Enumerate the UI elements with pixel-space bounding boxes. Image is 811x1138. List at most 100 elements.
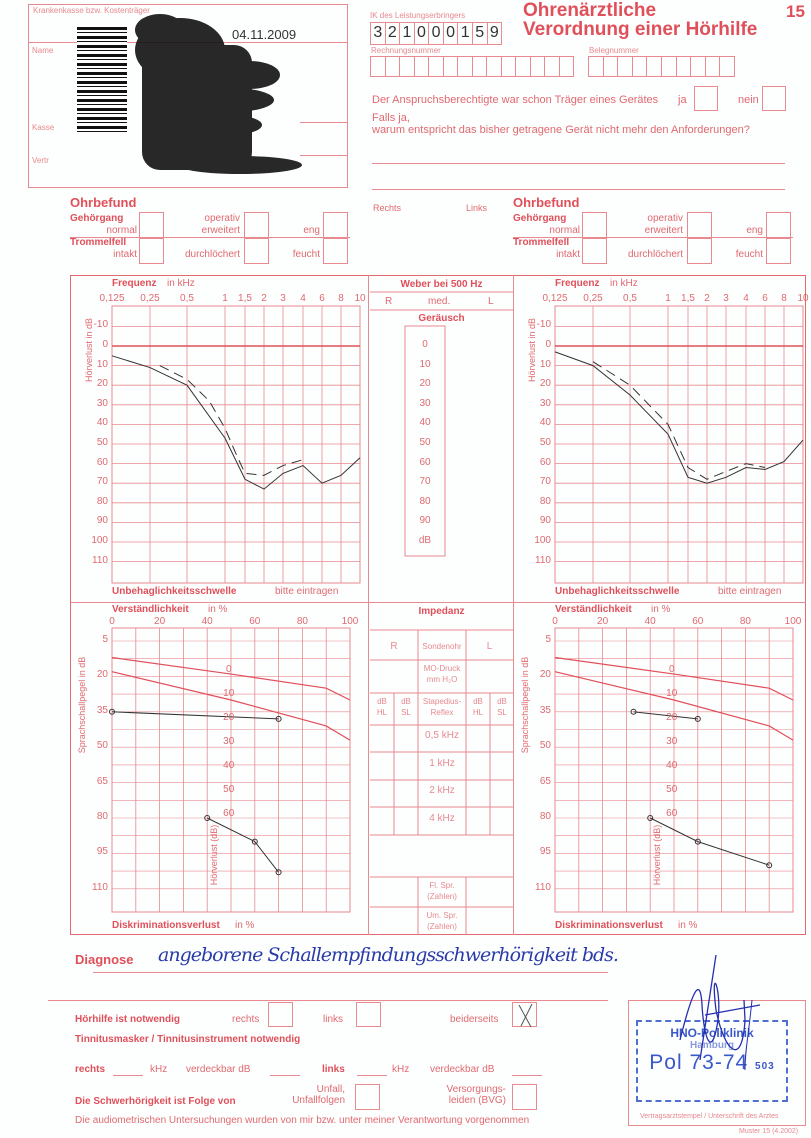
digit-cell[interactable] — [473, 57, 487, 76]
left-audiogram-freq-tick: 4 — [743, 293, 749, 304]
digit-cell[interactable] — [487, 57, 502, 76]
right-speech-y-tick: 110 — [92, 881, 108, 893]
digit-cell[interactable] — [371, 57, 386, 76]
digit-cell[interactable]: 1 — [458, 23, 473, 44]
right-intakt-label: intakt — [113, 249, 137, 260]
right-audiogram-air-conduction-line — [111, 355, 361, 490]
digit-cell[interactable] — [589, 57, 604, 76]
t-rechts-label: rechts — [75, 1064, 106, 1075]
digit-cell[interactable]: 0 — [415, 23, 430, 44]
digit-cell[interactable] — [386, 57, 400, 76]
right-ohrbefund-checkbox[interactable] — [139, 212, 164, 238]
muster-label: Muster 15 (4.2002) — [739, 1128, 799, 1135]
left-ohrbefund-checkbox[interactable] — [687, 212, 712, 238]
right-speech-numbers-point — [275, 715, 282, 722]
digit-cell[interactable]: 1 — [400, 23, 415, 44]
right-speech-x-tick: 60 — [249, 616, 261, 627]
digit-cell[interactable]: 9 — [489, 24, 499, 41]
digit-cell[interactable]: 3 — [371, 23, 386, 44]
left-audiogram-db-tick: 10 — [539, 358, 551, 370]
right-speech-y-tick: 5 — [102, 634, 108, 645]
right-ohrbefund-checkbox[interactable] — [244, 238, 269, 264]
left-audiogram-freq-tick: 1,5 — [681, 293, 695, 304]
digit-cell[interactable] — [516, 57, 531, 76]
left-speech-bottom-unit: in % — [678, 920, 698, 931]
right-ohrbefund-checkbox[interactable] — [139, 238, 164, 264]
geraeusch-tick: 20 — [419, 378, 431, 390]
imp-db: dB — [473, 697, 483, 706]
stamp-line-2: Hamburg — [690, 1040, 734, 1051]
right-speech-words-point — [251, 838, 258, 845]
digit-cell[interactable] — [458, 57, 473, 76]
right-speech-y-tick: 65 — [96, 775, 108, 787]
unfall-checkbox[interactable] — [355, 1084, 380, 1110]
left-speech-x-tick: 0 — [552, 616, 558, 627]
right-speech-numbers-curve — [111, 711, 279, 720]
digit-cell[interactable] — [618, 57, 633, 76]
left-speech-hv-tick: 60 — [666, 808, 678, 819]
left-ohrbefund-checkbox[interactable] — [582, 212, 607, 238]
digit-cell[interactable]: 0 — [444, 23, 459, 44]
imp-unit: SL — [401, 708, 411, 717]
digit-cell[interactable] — [662, 57, 677, 76]
hh-rechts-checkbox[interactable] — [268, 1002, 293, 1027]
right-ohrbefund-checkbox[interactable] — [244, 212, 269, 238]
digit-cell[interactable] — [706, 57, 721, 76]
right-ohrbefund-checkbox[interactable] — [323, 238, 348, 264]
right-audiogram-db-tick: 100 — [91, 535, 108, 546]
hh-links-checkbox[interactable] — [356, 1002, 381, 1027]
left-ohrbefund-checkbox[interactable] — [766, 212, 791, 238]
ja-checkbox[interactable] — [694, 86, 718, 111]
x-mark-icon — [518, 1003, 533, 1028]
digit-cell[interactable] — [604, 57, 619, 76]
digit-cell[interactable] — [415, 57, 429, 76]
left-ohrbefund-checkbox[interactable] — [687, 238, 712, 264]
belegnummer-field[interactable] — [588, 56, 735, 77]
left-speech-y-tick: 20 — [539, 669, 551, 681]
versorgung-checkbox[interactable] — [512, 1084, 537, 1110]
digit-cell[interactable] — [677, 57, 692, 76]
left-ohrbefund-checkbox[interactable] — [766, 238, 791, 264]
right-eng-label: eng — [303, 225, 320, 236]
digit-cell[interactable] — [647, 57, 662, 76]
rechnungsnummer-field[interactable] — [370, 56, 574, 77]
imp-sondenohr: Sondenohr — [422, 642, 462, 651]
left-speech-x-label: Verständlichkeit — [555, 604, 632, 615]
digit-cell[interactable]: 5 — [473, 23, 488, 44]
left-speech-y-tick: 80 — [539, 811, 551, 822]
diagnose-text[interactable]: angeborene Schallempfindungsschwerhörigk… — [158, 944, 619, 966]
digit-cell[interactable] — [429, 57, 444, 76]
left-audiogram-db-tick: 80 — [539, 495, 551, 507]
unfall-label: Unfall, Unfallfolgen — [285, 1084, 345, 1106]
imp-unit: HL — [472, 708, 484, 717]
imp-row-label: 4 kHz — [429, 812, 455, 824]
impedanz-title: Impedanz — [418, 606, 465, 617]
digit-cell[interactable] — [691, 57, 706, 76]
t-links-db-field[interactable] — [512, 1075, 542, 1076]
right-audiogram-freq-tick: 0,125 — [99, 293, 125, 304]
t-rechts-db-field[interactable] — [270, 1075, 300, 1076]
digit-cell[interactable] — [545, 57, 560, 76]
t-rechts-khz-field[interactable] — [113, 1075, 143, 1076]
left-feucht-label: feucht — [735, 249, 763, 260]
left-ohrbefund-checkbox[interactable] — [582, 238, 607, 264]
digit-cell[interactable]: 2 — [386, 23, 401, 44]
digit-cell[interactable]: 0 — [429, 23, 444, 44]
right-audiogram-db-tick: 60 — [96, 456, 108, 468]
imp-unit: HL — [376, 708, 388, 717]
reason-line-2[interactable] — [372, 189, 785, 190]
question: Der Anspruchsberechtigte war schon Träge… — [372, 94, 659, 106]
beiderseits-checkbox[interactable] — [512, 1002, 537, 1028]
digit-cell[interactable] — [502, 57, 516, 76]
left-intakt-label: intakt — [556, 249, 580, 260]
t-links-khz-field[interactable] — [357, 1075, 387, 1076]
nein-checkbox[interactable] — [762, 86, 786, 111]
digit-cell[interactable] — [531, 57, 545, 76]
digit-cell[interactable] — [400, 57, 415, 76]
digit-cell[interactable] — [444, 57, 458, 76]
reason-line-1[interactable] — [372, 163, 785, 164]
right-speech-y-label: Sprachschallpegel in dB — [77, 656, 87, 754]
digit-cell[interactable] — [633, 57, 648, 76]
right-ohrbefund-checkbox[interactable] — [323, 212, 348, 238]
